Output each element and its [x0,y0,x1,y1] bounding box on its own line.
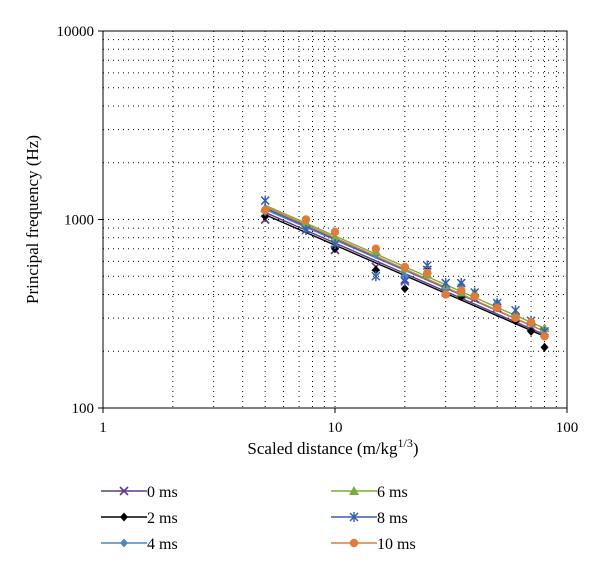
data-point [400,284,409,294]
data-point [371,265,380,275]
legend: 0 ms 2 ms 4 ms 6 ms 8 ms 10 ms [101,484,416,553]
y-axis-label: Principal frequency (Hz) [23,135,42,304]
data-point [540,342,549,352]
data-point [330,227,340,237]
x-axis-label-main: Scaled distance (m/kg [247,439,398,458]
data-point [511,305,521,316]
legend-swatch-marker [349,486,359,495]
y-tick-label: 1000 [64,213,94,229]
data-point [400,262,410,272]
legend-swatch-marker [349,512,359,522]
data-point [330,232,340,242]
legend-label: 6 ms [377,484,408,501]
y-tick-label: 10000 [57,24,95,40]
data-point [470,292,479,301]
legend-item: 4 ms [101,536,178,553]
data-point [540,332,549,341]
data-point [492,303,502,313]
data-point [527,326,536,336]
legend-swatch-marker [120,512,128,522]
data-point [441,278,451,289]
data-point [330,239,340,250]
legend-label: 0 ms [147,484,178,501]
legend-label: 10 ms [377,536,416,553]
x-axis-label: Scaled distance (m/kg1/3) [247,436,418,458]
data-point [511,313,520,323]
data-point [301,224,311,235]
legend-label: 2 ms [147,510,178,527]
data-point [457,286,466,295]
grid [103,31,567,408]
legend-label: 8 ms [377,510,408,527]
data-points [260,195,550,352]
data-point [526,318,536,327]
x-tick-label: 10 [328,420,343,436]
legend-label: 4 ms [147,536,178,553]
marker-stroke [119,486,129,496]
y-tick-label: 100 [72,401,95,417]
data-point [371,271,381,282]
legend-item: 10 ms [331,536,416,553]
legend-item: 0 ms [101,484,178,501]
data-point [260,206,270,215]
data-point [301,215,311,224]
legend-item: 6 ms [331,484,408,501]
x-tick-label: 1 [99,420,107,436]
data-point [371,244,381,253]
axis-ticks: 1 10 100 100 1000 10000 [57,24,579,436]
legend-swatch-marker [119,486,129,496]
x-tick-label: 100 [556,420,579,436]
legend-item: 2 ms [101,510,178,527]
data-point [260,195,270,206]
legend-swatch-marker [349,538,359,548]
data-point [423,268,432,278]
legend-swatch-marker [120,538,128,548]
x-axis-label-exponent: 1/3 [398,436,413,450]
data-point [441,290,450,299]
data-point [400,276,410,287]
legend-item: 8 ms [331,510,408,527]
data-point [261,211,270,221]
x-axis-label-end: ) [413,439,419,458]
